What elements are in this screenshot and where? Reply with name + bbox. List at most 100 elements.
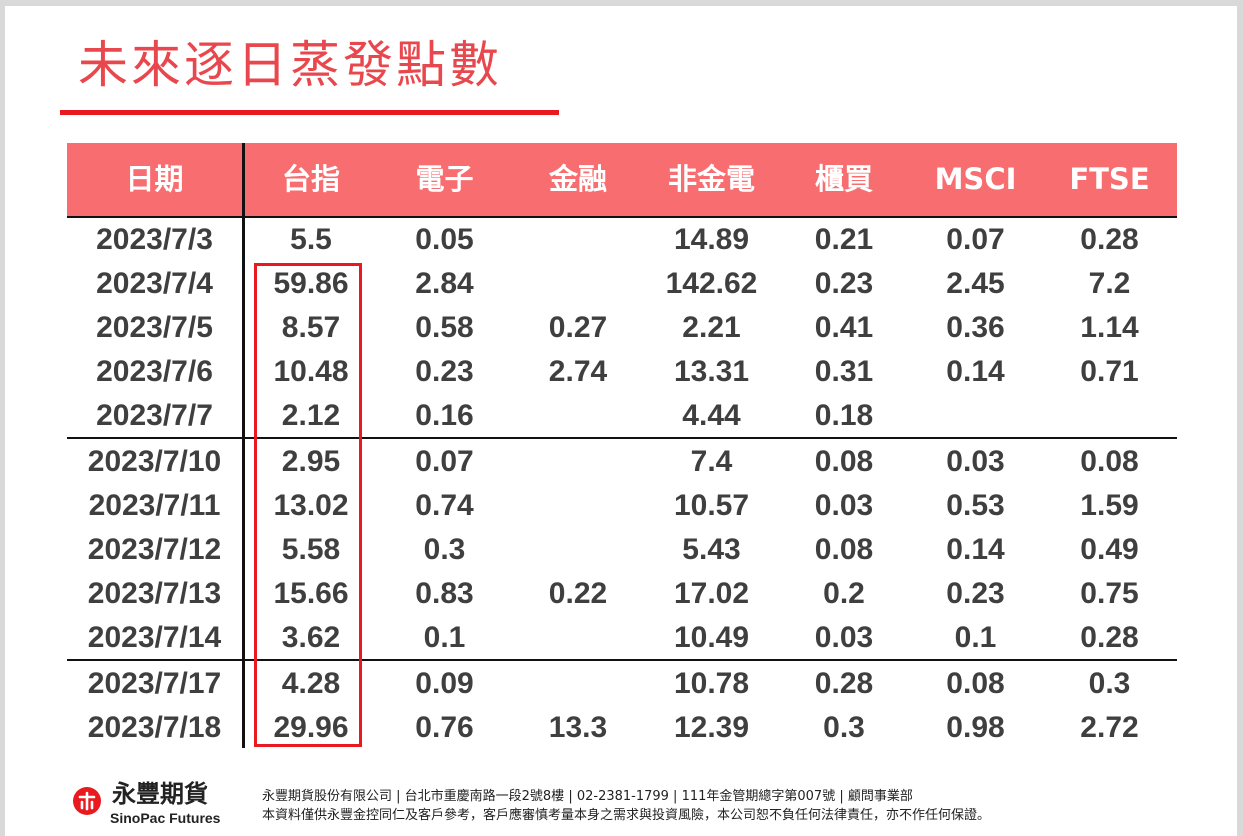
table-row: 2023/7/6 10.48 0.23 2.74 13.31 0.31 0.14 0.71 [67, 350, 1177, 394]
cell-non-fin-elec: 142.62 [665, 267, 758, 300]
table-row: 2023/7/11 13.02 0.74 10.57 0.03 0.53 1.59 [67, 484, 1177, 528]
cell-msci: 0.1 [954, 621, 997, 654]
header-date: 日期 [125, 162, 184, 196]
cell-msci: 0.98 [946, 711, 1005, 744]
taiex-highlight-box [254, 263, 362, 747]
disclaimer: 本資料僅供永豐金控同仁及客戶參考，客戶應審慎考量本身之需求與投資風險，本公司恕不… [262, 808, 991, 823]
cell-electronics: 0.23 [415, 355, 474, 388]
cell-msci [909, 394, 1042, 438]
brand-name-cn: 永豐期貨 [112, 780, 208, 808]
cell-ftse: 0.49 [1080, 533, 1139, 566]
header-bottom-rule [67, 216, 1177, 218]
cell-non-fin-elec: 5.43 [682, 533, 741, 566]
cell-electronics: 0.1 [423, 621, 466, 654]
cell-otc: 0.08 [814, 533, 874, 566]
cell-non-fin-elec: 13.31 [673, 355, 750, 388]
date-column-divider [242, 143, 245, 748]
cell-date: 2023/7/5 [96, 311, 213, 344]
cell-msci: 0.14 [946, 355, 1005, 388]
table-row: 2023/7/14 3.62 0.1 10.49 0.03 0.1 0.28 [67, 616, 1177, 660]
cell-taiex: 13.02 [273, 489, 349, 522]
cell-msci: 0.23 [946, 577, 1005, 610]
header-ftse: FTSE [1069, 162, 1150, 196]
cell-date: 2023/7/14 [87, 621, 222, 654]
cell-ftse: 0.28 [1080, 223, 1139, 256]
header-taiex: 台指 [281, 162, 340, 196]
cell-otc: 0.03 [814, 489, 874, 522]
table-row: 2023/7/5 8.57 0.58 0.27 2.21 0.41 0.36 1.14 [67, 306, 1177, 350]
cell-electronics: 0.09 [415, 667, 474, 700]
cell-date: 2023/7/4 [96, 267, 213, 300]
cell-taiex: 2.12 [281, 399, 341, 432]
table-row: 2023/7/4 59.86 2.84 142.62 0.23 2.45 7.2 [67, 262, 1177, 306]
cell-non-fin-elec: 10.78 [673, 667, 750, 700]
cell-ftse: 2.72 [1080, 711, 1139, 744]
cell-electronics: 0.05 [415, 223, 474, 256]
cell-electronics: 2.84 [415, 267, 474, 300]
header-msci: MSCI [934, 162, 1017, 196]
cell-finance [512, 528, 644, 572]
table-row: 2023/7/12 5.58 0.3 5.43 0.08 0.14 0.49 [67, 528, 1177, 572]
cell-taiex: 5.58 [281, 533, 341, 566]
cell-msci: 0.08 [946, 667, 1005, 700]
cell-otc: 0.2 [823, 577, 865, 610]
cell-finance [512, 662, 644, 706]
cell-date: 2023/7/11 [88, 489, 221, 522]
cell-ftse: 1.14 [1080, 311, 1139, 344]
cell-taiex: 2.95 [281, 445, 341, 478]
cell-taiex: 15.66 [273, 577, 349, 610]
cell-non-fin-elec: 10.57 [673, 489, 750, 522]
cell-taiex: 8.57 [281, 311, 341, 344]
table-header: 日期 台指 電子 金融 非金電 櫃買 MSCI FTSE [67, 143, 1177, 216]
cell-non-fin-elec: 14.89 [673, 223, 750, 256]
cell-non-fin-elec: 2.21 [682, 311, 741, 344]
table-row: 2023/7/7 2.12 0.16 4.44 0.18 [67, 394, 1177, 438]
header-non-fin-elec: 非金電 [667, 162, 755, 196]
cell-ftse: 0.08 [1080, 445, 1139, 478]
cell-taiex: 59.86 [273, 267, 349, 300]
cell-date: 2023/7/12 [87, 533, 222, 566]
cell-date: 2023/7/6 [96, 355, 213, 388]
cell-ftse: 0.75 [1080, 577, 1139, 610]
cell-otc: 0.3 [823, 711, 865, 744]
cell-ftse: 7.2 [1088, 267, 1131, 300]
header-electronics: 電子 [415, 162, 474, 196]
cell-msci: 0.07 [946, 223, 1005, 256]
evaporation-table: 日期 台指 電子 金融 非金電 櫃買 MSCI FTSE 2023/7/3 5.5… [67, 143, 1177, 753]
cell-electronics: 0.16 [415, 399, 474, 432]
cell-date: 2023/7/17 [87, 667, 222, 700]
cell-taiex: 3.62 [281, 621, 341, 654]
cell-ftse [1042, 394, 1177, 438]
cell-msci: 0.36 [946, 311, 1005, 344]
cell-date: 2023/7/7 [96, 399, 213, 432]
table-row: 2023/7/13 15.66 0.83 0.22 17.02 0.2 0.23 0.75 [67, 572, 1177, 616]
cell-electronics: 0.83 [415, 577, 474, 610]
week-divider-1 [67, 437, 1177, 439]
cell-date: 2023/7/10 [87, 445, 222, 478]
cell-electronics: 0.74 [415, 489, 474, 522]
cell-otc: 0.41 [814, 311, 874, 344]
cell-otc: 0.31 [814, 355, 874, 388]
table-row: 2023/7/10 2.95 0.07 7.4 0.08 0.03 0.08 [67, 440, 1177, 484]
cell-otc: 0.28 [814, 667, 874, 700]
cell-finance: 2.74 [548, 355, 608, 388]
cell-finance: 13.3 [548, 711, 608, 744]
window-frame-top [0, 0, 1243, 6]
cell-date: 2023/7/18 [87, 711, 222, 744]
cell-non-fin-elec: 4.44 [682, 399, 741, 432]
cell-non-fin-elec: 7.4 [690, 445, 733, 478]
cell-finance: 0.27 [548, 311, 608, 344]
page-title: 未來逐日蒸發點數 [78, 36, 502, 94]
company-info: 永豐期貨股份有限公司 | 台北市重慶南路一段2號8樓 | 02-2381-179… [262, 789, 913, 804]
cell-finance [512, 218, 644, 262]
sinopac-logo-icon [73, 787, 101, 815]
cell-finance [512, 616, 644, 660]
cell-electronics: 0.58 [415, 311, 474, 344]
cell-msci: 0.14 [946, 533, 1005, 566]
cell-msci: 2.45 [946, 267, 1005, 300]
window-frame-right [1237, 0, 1243, 836]
cell-msci: 0.53 [946, 489, 1005, 522]
cell-finance: 0.22 [548, 577, 608, 610]
week-divider-2 [67, 659, 1177, 661]
header-finance: 金融 [548, 162, 607, 196]
